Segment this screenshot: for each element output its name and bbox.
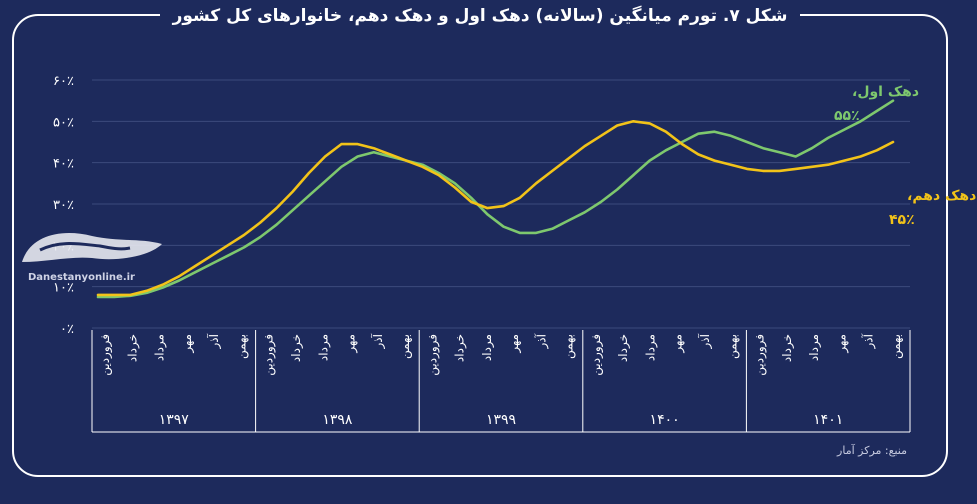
month-tick-label: بهمن	[234, 334, 249, 359]
month-tick-label: خرداد	[453, 334, 468, 362]
month-tick-label: مرداد	[153, 334, 168, 361]
month-tick-label: مهر	[180, 334, 195, 354]
month-tick-label: بهمن	[562, 334, 577, 359]
month-tick-label: فروردین	[262, 334, 277, 376]
year-label: ۱۴۰۱	[813, 412, 843, 428]
y-tick-label: ۱۰٪	[53, 281, 74, 296]
series-label-value: ۵۵٪	[834, 108, 860, 124]
month-tick-label: آذر	[861, 333, 877, 349]
source-note: منبع: مرکز آمار	[837, 444, 907, 457]
month-tick-label: فروردین	[753, 334, 768, 376]
month-tick-label: بهمن	[725, 334, 740, 359]
year-label: ۱۳۹۸	[322, 412, 353, 428]
month-tick-label: مهر	[834, 334, 849, 354]
y-tick-label: ۵۰٪	[53, 115, 74, 130]
y-tick-label: ۴۰٪	[53, 157, 74, 172]
month-tick-label: خرداد	[616, 334, 631, 362]
chart-title: شکل ۷. تورم میانگین (سالانه) دهک اول و د…	[172, 6, 788, 26]
y-tick-label: ۰٪	[60, 322, 74, 337]
year-label: ۱۴۰۰	[650, 412, 680, 428]
series-label: دهک دهم،	[907, 188, 976, 204]
month-tick-label: آذر	[206, 333, 222, 349]
month-tick-label: آذر	[533, 333, 549, 349]
watermark-logo-icon	[22, 233, 162, 262]
month-tick-label: خرداد	[125, 334, 140, 362]
month-tick-label: مرداد	[643, 334, 658, 361]
month-tick-label: بهمن	[889, 334, 904, 359]
watermark-logo-icon	[39, 242, 131, 252]
month-tick-label: مهر	[671, 334, 686, 354]
month-tick-label: آذر	[370, 333, 386, 349]
year-label: ۱۳۹۹	[486, 412, 516, 428]
month-tick-label: مهر	[507, 334, 522, 354]
month-tick-label: مرداد	[316, 334, 331, 361]
month-tick-label: خرداد	[289, 334, 304, 362]
month-tick-label: فروردین	[425, 334, 440, 376]
series-label-value: ۴۵٪	[889, 212, 915, 228]
month-tick-label: مرداد	[807, 334, 822, 361]
month-tick-label: بهمن	[398, 334, 413, 359]
month-tick-label: فروردین	[98, 334, 113, 376]
title-background	[160, 2, 800, 36]
y-tick-label: ۶۰٪	[53, 74, 74, 89]
month-tick-label: خرداد	[780, 334, 795, 362]
month-tick-label: مرداد	[480, 334, 495, 361]
y-tick-label: ۳۰٪	[53, 198, 74, 213]
series-line-tenth-decile	[96, 120, 895, 297]
month-tick-label: مهر	[344, 334, 359, 354]
watermark-text: Danestanyonline.ir	[28, 272, 135, 283]
year-label: ۱۳۹۷	[159, 412, 190, 428]
month-tick-label: فروردین	[589, 334, 604, 376]
series-line-first-decile	[96, 99, 895, 299]
month-tick-label: آذر	[697, 333, 713, 349]
series-label: دهک اول،	[852, 84, 919, 100]
